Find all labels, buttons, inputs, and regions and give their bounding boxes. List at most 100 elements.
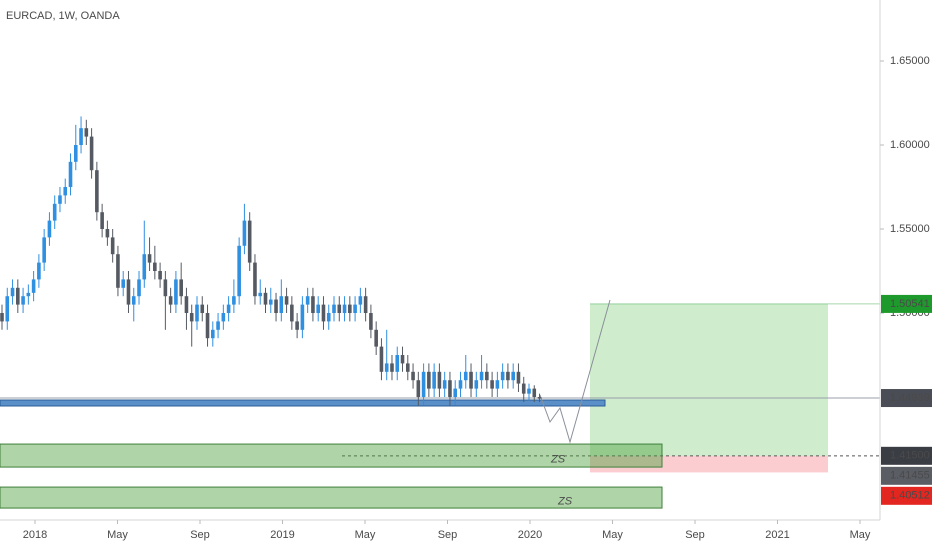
candle-body <box>237 245 241 297</box>
candle-body <box>537 397 542 399</box>
candle-body <box>279 296 284 314</box>
candle-body <box>384 363 389 372</box>
candle-body <box>369 313 373 330</box>
candle-body <box>110 237 115 255</box>
candle-body <box>263 292 268 305</box>
candle-body <box>26 292 31 297</box>
y-tick-label: 1.60000 <box>890 139 930 151</box>
candle-body <box>432 371 436 389</box>
candle-body <box>52 203 57 221</box>
x-tick-label: Sep <box>190 529 210 541</box>
candle-body <box>89 136 94 171</box>
projection-path <box>539 299 611 444</box>
candle-body <box>448 380 452 398</box>
candle-body <box>158 271 162 280</box>
candle-body <box>358 296 363 305</box>
candle-body <box>342 304 347 314</box>
candle-body <box>31 279 36 293</box>
candle-body <box>374 329 378 347</box>
candle-body <box>58 195 62 204</box>
candle-body <box>516 371 521 384</box>
candle-body <box>0 313 4 322</box>
candle-body <box>521 383 526 394</box>
price-label: 1.50541 <box>890 298 930 310</box>
candles <box>0 116 542 406</box>
price-label-box <box>881 389 932 408</box>
stop-zone <box>590 455 828 473</box>
candle-body <box>527 388 531 394</box>
candle-body <box>5 296 10 322</box>
target-zone <box>590 303 828 456</box>
candle-body <box>458 380 463 389</box>
zone <box>0 486 663 509</box>
candle-body <box>216 321 220 330</box>
candle-body <box>395 355 400 372</box>
candle-body <box>95 170 99 213</box>
candle-body <box>16 287 20 305</box>
candle-body <box>506 371 510 381</box>
candle-body <box>379 346 384 372</box>
x-tick-label: May <box>107 529 128 541</box>
candle-body <box>121 279 126 288</box>
candle-body <box>211 329 215 339</box>
candle-body <box>332 304 336 314</box>
candle-body <box>316 304 320 314</box>
candle-body <box>247 220 252 263</box>
zones: ZS ZS <box>0 303 880 509</box>
candle-body <box>348 304 352 314</box>
price-label: 1.44939 <box>890 392 930 404</box>
candle-body <box>485 371 489 381</box>
candle-body <box>195 304 199 322</box>
candle-body <box>500 371 505 381</box>
candle-body <box>63 186 68 196</box>
candle-body <box>142 254 147 280</box>
x-tick-label: 2021 <box>765 529 789 541</box>
zone-label: ZS <box>550 453 566 465</box>
candle-body <box>479 371 484 381</box>
candle-body <box>79 128 83 145</box>
y-tick-label: 1.65000 <box>890 55 930 67</box>
candle-body <box>84 128 89 137</box>
candle-body <box>437 371 442 389</box>
x-tick-label: May <box>850 529 871 541</box>
candle-body <box>258 292 263 297</box>
x-tick-label: May <box>355 529 376 541</box>
candle-body <box>268 299 273 305</box>
x-tick-label: 2019 <box>270 529 294 541</box>
candle-body <box>168 296 173 305</box>
y-tick-label: 1.55000 <box>890 223 930 235</box>
candle-body <box>353 304 357 314</box>
candle-body <box>311 296 315 314</box>
x-tick-label: 2018 <box>23 529 47 541</box>
candle-body <box>200 304 205 314</box>
candle-body <box>421 371 426 398</box>
candle-body <box>131 296 136 305</box>
zone-label: ZS <box>557 495 573 507</box>
candle-body <box>337 304 342 314</box>
candle-body <box>73 144 78 162</box>
price-label: 1.41500 <box>890 450 930 462</box>
candle-body <box>416 380 421 398</box>
price-label-box <box>881 294 932 313</box>
candle-body <box>442 380 447 389</box>
candle-body <box>153 262 157 272</box>
candle-body <box>474 380 479 389</box>
x-tick-label: 2020 <box>518 529 542 541</box>
candle-body <box>42 237 46 263</box>
price-label: 1.40512 <box>890 490 930 502</box>
candle-body <box>400 355 405 364</box>
candle-body <box>411 371 415 381</box>
candle-body <box>469 371 473 389</box>
candle-body <box>126 279 131 305</box>
candle-body <box>100 212 104 230</box>
x-tick-label: Sep <box>685 529 705 541</box>
candle-body <box>453 388 458 398</box>
candle-body <box>321 304 326 322</box>
axis-labels: 1.650001.600001.550001.500001.505411.449… <box>23 55 932 541</box>
candle-body <box>137 279 141 297</box>
candle-body <box>205 313 210 339</box>
candle-body <box>68 161 73 187</box>
candle-body <box>305 296 310 305</box>
